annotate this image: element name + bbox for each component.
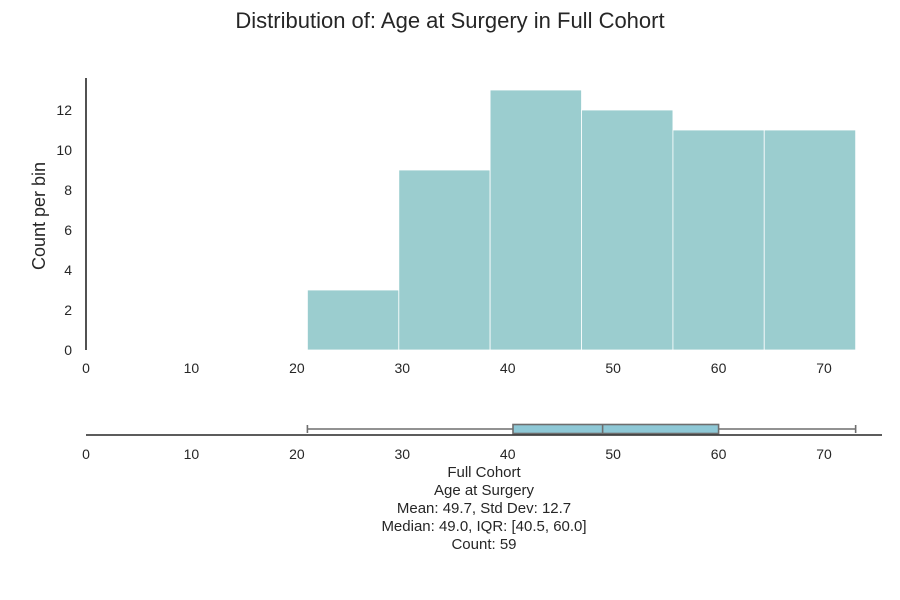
chart-title: Distribution of: Age at Surgery in Full …: [235, 8, 665, 33]
histogram-bar: [581, 109, 674, 351]
histogram-bar: [489, 89, 582, 351]
y-tick-label: 10: [56, 142, 72, 158]
x-tick-label: 30: [395, 360, 411, 376]
histogram-bars: [307, 89, 857, 351]
y-tick-label: 0: [64, 342, 72, 358]
boxplot-box: [512, 423, 720, 435]
boxplot-x-tick-label: 10: [184, 446, 200, 462]
histogram-y-ticks: 0 2 4 6 8 10 12: [56, 102, 72, 358]
x-tick-label: 50: [605, 360, 621, 376]
x-tick-label: 20: [289, 360, 305, 376]
histogram-x-ticks: 0 10 20 30 40 50 60 70: [82, 360, 832, 376]
summary-caption: Full Cohort Age at Surgery Mean: 49.7, S…: [0, 464, 900, 554]
histogram-y-axis-label: Count per bin: [29, 162, 49, 270]
boxplot-x-tick-label: 50: [605, 446, 621, 462]
x-tick-label: 70: [816, 360, 832, 376]
x-tick-label: 0: [82, 360, 90, 376]
x-tick-label: 10: [184, 360, 200, 376]
caption-cohort: Full Cohort: [447, 464, 521, 481]
y-tick-label: 6: [64, 222, 72, 238]
caption-count: Count: 59: [451, 536, 517, 553]
boxplot-x-tick-label: 60: [711, 446, 727, 462]
histogram-bar: [307, 289, 400, 351]
boxplot: [306, 423, 857, 435]
boxplot-x-ticks: 0 10 20 30 40 50 60 70: [82, 446, 832, 462]
caption-median-iqr: Median: 49.0, IQR: [40.5, 60.0]: [381, 518, 587, 535]
caption-mean-sd: Mean: 49.7, Std Dev: 12.7: [396, 500, 572, 517]
y-tick-label: 12: [56, 102, 72, 118]
y-tick-label: 4: [64, 262, 72, 278]
boxplot-x-tick-label: 70: [816, 446, 832, 462]
histogram-bar: [763, 129, 857, 351]
caption-variable: Age at Surgery: [433, 482, 535, 499]
y-tick-label: 8: [64, 182, 72, 198]
boxplot-x-tick-label: 0: [82, 446, 90, 462]
histogram-bar: [672, 129, 765, 351]
x-tick-label: 60: [711, 360, 727, 376]
boxplot-x-tick-label: 40: [500, 446, 516, 462]
boxplot-x-tick-label: 20: [289, 446, 305, 462]
histogram-bar: [398, 169, 491, 351]
x-tick-label: 40: [500, 360, 516, 376]
boxplot-x-tick-label: 30: [395, 446, 411, 462]
y-tick-label: 2: [64, 302, 72, 318]
